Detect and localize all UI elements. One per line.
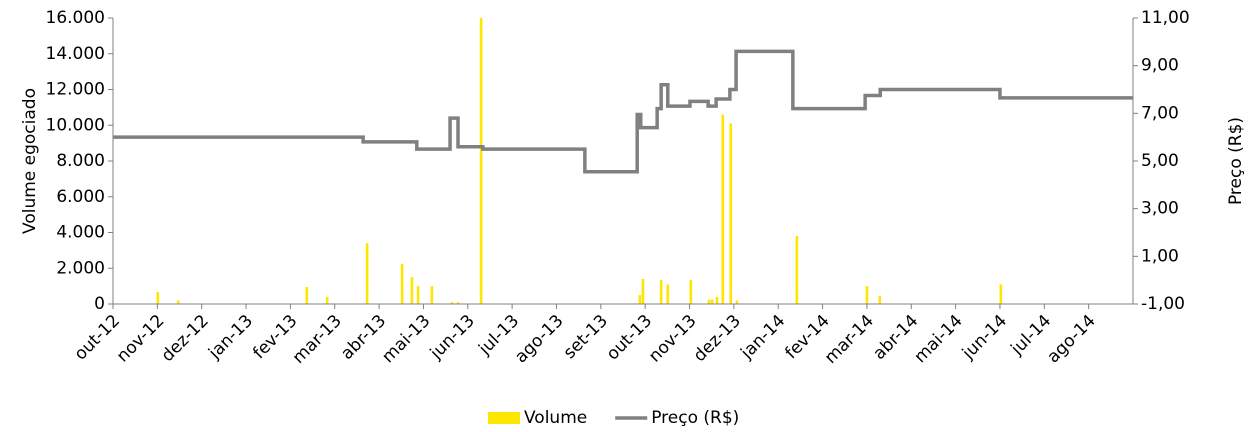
y-tick-label: 14.000 (46, 44, 105, 64)
y2-tick-label: 7,00 (1141, 103, 1179, 123)
volume-bar (365, 243, 369, 304)
legend-label: Volume (524, 408, 587, 428)
x-tick-label: mar-13 (289, 311, 346, 368)
x-tick-label: mai-13 (378, 311, 434, 367)
volume-bar (638, 295, 642, 304)
volume-bar (659, 279, 663, 304)
x-tick-label: jan-14 (736, 311, 789, 364)
volume-bar (325, 296, 329, 304)
y2-tick-label: -1,00 (1141, 294, 1185, 314)
y2-axis-title: Preço (R$) (1226, 117, 1246, 205)
volume-bar (999, 284, 1003, 304)
y-tick-label: 8.000 (56, 151, 105, 171)
y2-tick-label: 3,00 (1141, 199, 1179, 219)
legend-swatch (488, 412, 520, 424)
volume-bar (729, 123, 733, 305)
volume-bar (865, 286, 869, 304)
y-tick-label: 4.000 (56, 223, 105, 243)
y2-tick-label: 11,00 (1141, 8, 1190, 28)
x-tick-label: mar-14 (821, 311, 878, 368)
legend-label: Preço (R$) (651, 408, 739, 428)
x-tick-label: set-13 (560, 311, 612, 363)
x-tick-label: mai-14 (910, 311, 966, 367)
y-tick-label: 16.000 (46, 8, 105, 28)
volume-bar (456, 302, 460, 304)
volume-bar (735, 300, 739, 304)
volume-bar (715, 296, 719, 304)
x-tick-label: jun-14 (958, 311, 1011, 364)
volume-bar (410, 277, 414, 304)
x-tick-label: jan-13 (204, 311, 257, 364)
x-tick-label: ago-14 (1043, 311, 1099, 367)
volume-bar (641, 278, 645, 304)
volume-bar (707, 299, 711, 304)
volume-bar (878, 295, 882, 304)
y-tick-label: 10.000 (46, 115, 105, 135)
x-tick-label: dez-13 (690, 311, 745, 366)
x-tick-label: nov-12 (113, 311, 169, 367)
volume-bar (430, 286, 434, 304)
volume-bar (400, 263, 404, 304)
y-tick-label: 0 (94, 294, 105, 314)
x-tick-label: ago-13 (511, 311, 567, 367)
x-tick-label: nov-13 (645, 311, 701, 367)
y2-tick-label: 9,00 (1141, 56, 1179, 76)
volume-bar (689, 279, 693, 304)
x-tick-label: jun-13 (426, 311, 479, 364)
volume-bar (416, 286, 420, 304)
volume-bar (795, 236, 799, 304)
volume-bar (305, 287, 309, 304)
y2-tick-label: 1,00 (1141, 246, 1179, 266)
y-tick-label: 12.000 (46, 80, 105, 100)
volume-bar (721, 114, 725, 305)
y-tick-label: 6.000 (56, 187, 105, 207)
y-axis-title: Volume egociado (20, 88, 40, 234)
volume-bar (450, 302, 454, 304)
y2-tick-label: 5,00 (1141, 151, 1179, 171)
volume-bar (710, 299, 714, 304)
volume-bar (479, 18, 483, 304)
volume-bar (176, 300, 180, 304)
price-line (113, 49, 1133, 174)
volume-bar (666, 284, 670, 304)
x-tick-label: dez-12 (158, 311, 213, 366)
y-tick-label: 2.000 (56, 258, 105, 278)
volume-bar (156, 292, 160, 304)
